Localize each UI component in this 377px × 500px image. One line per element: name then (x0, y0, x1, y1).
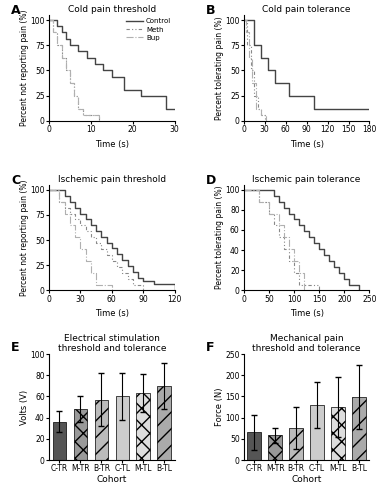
Bar (53, 422, 66, 460)
Bar (95, 400, 108, 460)
X-axis label: Cohort: Cohort (97, 474, 127, 484)
X-axis label: Cohort: Cohort (291, 474, 322, 484)
Text: F: F (206, 342, 215, 354)
Bar (310, 405, 324, 460)
Bar (115, 396, 129, 460)
X-axis label: Time (s): Time (s) (95, 140, 129, 148)
Bar (331, 407, 345, 460)
Y-axis label: Force (N): Force (N) (215, 388, 224, 426)
Text: D: D (206, 174, 216, 187)
Bar (157, 386, 171, 460)
X-axis label: Time (s): Time (s) (290, 309, 323, 318)
Bar (352, 398, 366, 460)
Title: Ischemic pain tolerance: Ischemic pain tolerance (253, 174, 361, 184)
Bar (268, 436, 282, 460)
Bar (136, 393, 150, 460)
Bar (247, 432, 261, 460)
Y-axis label: Percent not reporting pain (%): Percent not reporting pain (%) (20, 180, 29, 296)
Title: Cold pain threshold: Cold pain threshold (68, 5, 156, 14)
Title: Ischemic pain threshold: Ischemic pain threshold (58, 174, 166, 184)
Y-axis label: Percent tolerating pain (%): Percent tolerating pain (%) (215, 186, 224, 290)
Title: Mechanical pain
threshold and tolerance: Mechanical pain threshold and tolerance (252, 334, 361, 353)
X-axis label: Time (s): Time (s) (95, 309, 129, 318)
Bar (74, 409, 87, 460)
Text: C: C (11, 174, 20, 187)
Text: A: A (11, 4, 21, 18)
Text: E: E (11, 342, 20, 354)
Legend: Control, Meth, Bup: Control, Meth, Bup (126, 18, 171, 40)
Text: B: B (206, 4, 216, 18)
Title: Cold pain tolerance: Cold pain tolerance (262, 5, 351, 14)
X-axis label: Time (s): Time (s) (290, 140, 323, 148)
Y-axis label: Volts (V): Volts (V) (20, 390, 29, 424)
Y-axis label: Percent tolerating pain (%): Percent tolerating pain (%) (215, 16, 224, 120)
Title: Electrical stimulation
threshold and tolerance: Electrical stimulation threshold and tol… (58, 334, 166, 353)
Y-axis label: Percent not reporting pain (%): Percent not reporting pain (%) (20, 10, 29, 126)
Bar (290, 428, 303, 460)
